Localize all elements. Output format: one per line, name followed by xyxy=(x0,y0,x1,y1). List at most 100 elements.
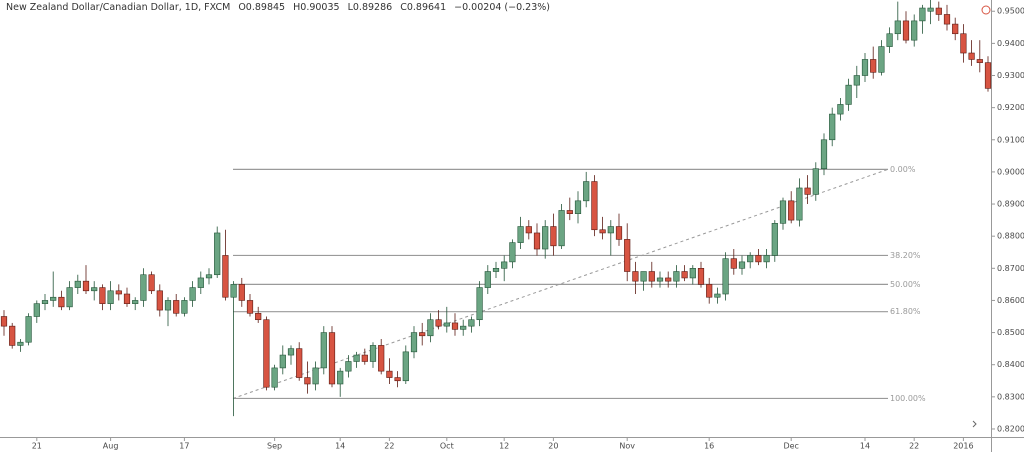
candle-body xyxy=(738,261,746,269)
ohlc-low: L0.89286 xyxy=(347,2,393,13)
candle-body xyxy=(17,341,24,346)
candle-body xyxy=(714,293,721,298)
candle-body xyxy=(115,290,122,295)
x-tick-label: 20 xyxy=(548,442,558,451)
candle-body xyxy=(591,181,598,231)
candle-body xyxy=(878,46,885,73)
candle-body xyxy=(984,62,992,89)
candle-body xyxy=(320,332,327,369)
candle-body xyxy=(271,367,278,388)
x-tick-label: 14 xyxy=(860,442,870,451)
ohlc-close: C0.89641 xyxy=(400,2,447,13)
candle-body xyxy=(706,284,713,298)
candle-body xyxy=(402,351,409,382)
candle-body xyxy=(91,287,98,292)
candle-body xyxy=(205,274,213,279)
candle-body xyxy=(328,332,336,385)
x-tick-label: 12 xyxy=(499,442,509,451)
fib-label: 100.00% xyxy=(890,394,926,403)
candle-body xyxy=(484,271,491,288)
candle-body xyxy=(246,300,254,314)
candle-body xyxy=(640,271,647,282)
candle-body xyxy=(574,200,582,214)
candle-body xyxy=(845,84,852,105)
candle-body xyxy=(722,258,729,295)
ohlc-high: H0.90035 xyxy=(293,2,340,13)
candle-body xyxy=(812,168,819,195)
candle-body xyxy=(189,287,196,301)
candle-body xyxy=(361,354,368,362)
candle-body xyxy=(927,7,934,12)
candle-body xyxy=(837,104,844,115)
candle-body xyxy=(419,332,426,337)
alert-icon[interactable] xyxy=(981,5,991,15)
candle-body xyxy=(107,290,114,304)
candle-body xyxy=(853,75,860,86)
candle-body xyxy=(394,377,401,382)
candle-body xyxy=(435,319,442,327)
candle-body xyxy=(673,271,680,282)
candle-body xyxy=(33,303,40,317)
candle-body xyxy=(665,277,672,282)
candle-body xyxy=(607,226,614,234)
candle-body xyxy=(952,23,959,35)
ohlc-open: O0.89845 xyxy=(238,2,286,13)
candle-body xyxy=(460,325,467,330)
candle-body xyxy=(919,7,926,22)
candle-body xyxy=(427,319,434,337)
candle-body xyxy=(829,113,836,141)
candle-body xyxy=(960,33,967,54)
candle-body xyxy=(353,354,360,362)
candle-body xyxy=(337,370,344,385)
candle-body xyxy=(501,261,508,269)
candle-body xyxy=(132,300,139,304)
candle-body xyxy=(0,316,8,327)
candle-body xyxy=(976,59,983,63)
candle-body xyxy=(50,296,57,301)
candle-body xyxy=(894,20,901,35)
fib-label: 61.80% xyxy=(890,307,921,316)
x-tick-label: 17 xyxy=(179,442,189,451)
candle-body xyxy=(566,210,573,214)
candle-body xyxy=(558,210,565,247)
candle-body xyxy=(148,274,155,292)
scroll-icon[interactable] xyxy=(972,420,977,428)
ohlc-change: −0.00204 (−0.23%) xyxy=(454,2,550,13)
candle-body xyxy=(345,361,352,372)
candle-body xyxy=(935,7,942,15)
candle-body xyxy=(140,274,147,301)
candle-body xyxy=(181,300,188,314)
x-tick-label: Oct xyxy=(440,442,454,451)
x-tick-label: 22 xyxy=(909,442,919,451)
candle-body xyxy=(123,293,131,304)
candle-body xyxy=(41,300,49,304)
candle-body xyxy=(99,287,106,304)
candle-body xyxy=(197,277,204,288)
x-tick-label: Dec xyxy=(783,442,798,451)
candle-body xyxy=(378,345,385,372)
candle-body xyxy=(476,287,483,321)
candle-body xyxy=(886,33,893,47)
candle-body xyxy=(9,325,16,346)
candle-body xyxy=(230,284,237,298)
symbol: New Zealand Dollar/Canadian Dollar, 1D, … xyxy=(6,2,231,13)
x-tick-label: 16 xyxy=(704,442,714,451)
x-tick-label: Nov xyxy=(619,442,635,451)
candle-body xyxy=(943,14,951,25)
candle-body xyxy=(238,284,245,301)
candle-body xyxy=(296,348,303,378)
header: New Zealand Dollar/Canadian Dollar, 1D, … xyxy=(6,2,555,13)
candle-body xyxy=(74,280,81,288)
x-tick-label: 22 xyxy=(384,442,394,451)
x-tick-label: Aug xyxy=(103,442,119,451)
